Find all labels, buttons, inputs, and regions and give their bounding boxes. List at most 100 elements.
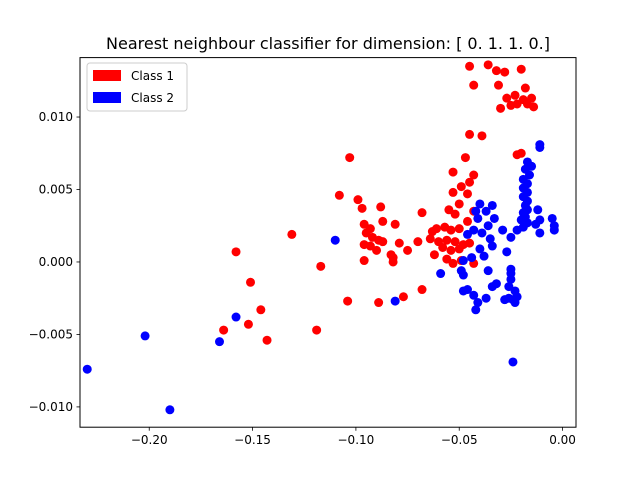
data-point-class-1 [394, 238, 404, 248]
data-point-class-2 [165, 405, 175, 415]
data-point-class-1 [231, 247, 241, 257]
data-point-class-1 [357, 203, 367, 213]
data-point-class-2 [498, 225, 508, 235]
legend: Class 1 Class 2 [86, 62, 188, 112]
data-point-class-1 [450, 237, 460, 247]
data-point-class-1 [246, 277, 255, 287]
x-tick-label: −0.20 [131, 433, 168, 447]
data-point-class-1 [456, 182, 466, 192]
data-point-class-1 [469, 80, 479, 90]
data-point-class-2 [215, 337, 224, 347]
data-point-class-1 [502, 93, 512, 103]
data-point-class-2 [458, 270, 468, 280]
data-point-class-1 [316, 261, 326, 271]
data-point-class-2 [502, 247, 512, 257]
data-point-class-2 [82, 364, 92, 374]
data-point-class-1 [500, 67, 510, 77]
data-point-class-1 [390, 219, 400, 229]
data-point-class-1 [512, 99, 522, 109]
y-tick-label: 0.000 [39, 255, 73, 269]
data-point-class-2 [481, 206, 491, 216]
data-point-class-1 [454, 224, 464, 234]
data-point-class-1 [446, 245, 456, 255]
data-point-class-1 [359, 256, 369, 266]
y-tick-label: −0.010 [29, 400, 73, 414]
data-point-class-1 [243, 319, 253, 329]
data-point-class-1 [376, 202, 386, 212]
data-point-class-2 [533, 205, 543, 215]
data-point-class-1 [465, 177, 475, 187]
x-tick-label: 0.00 [549, 433, 576, 447]
data-point-class-1 [446, 225, 456, 235]
data-point-class-1 [454, 199, 464, 209]
data-point-class-1 [454, 244, 464, 254]
data-point-class-2 [510, 286, 520, 296]
data-point-class-2 [483, 221, 493, 231]
data-point-class-2 [535, 142, 545, 152]
data-point-class-2 [547, 213, 557, 223]
data-point-class-1 [287, 229, 297, 239]
data-point-class-1 [219, 325, 229, 335]
data-point-class-1 [378, 237, 388, 247]
data-point-class-1 [469, 170, 479, 180]
data-point-class-1 [448, 167, 458, 177]
legend-label-class-2: Class 2 [131, 91, 174, 105]
data-point-class-2 [471, 305, 481, 315]
data-point-class-2 [483, 266, 493, 276]
data-point-class-1 [262, 335, 272, 345]
data-point-class-1 [463, 216, 472, 226]
data-point-class-1 [529, 102, 539, 112]
legend-swatch-class-2 [93, 92, 121, 103]
data-point-class-2 [231, 312, 241, 322]
data-point-class-1 [334, 190, 344, 200]
data-point-class-1 [398, 292, 408, 302]
data-point-class-1 [465, 238, 475, 248]
data-point-class-1 [345, 153, 355, 163]
data-point-class-2 [473, 213, 483, 223]
data-point-class-1 [483, 60, 493, 70]
y-tick-label: 0.005 [39, 183, 73, 197]
data-point-class-2 [477, 228, 487, 238]
data-point-class-1 [491, 66, 501, 76]
data-point-class-2 [469, 290, 479, 300]
data-point-class-2 [489, 213, 499, 223]
data-point-class-2 [475, 244, 485, 254]
data-point-class-2 [390, 296, 400, 306]
data-point-class-1 [463, 189, 472, 199]
x-tick-label: −0.15 [234, 433, 271, 447]
data-point-class-1 [425, 234, 435, 244]
data-point-class-1 [442, 235, 452, 245]
chart-title: Nearest neighbour classifier for dimensi… [106, 34, 550, 53]
data-point-class-2 [436, 269, 446, 279]
series-class-2 [82, 140, 559, 415]
y-axis: −0.010 −0.005 0.000 0.005 0.010 [29, 110, 80, 414]
data-point-class-2 [508, 357, 518, 367]
data-point-class-2 [487, 200, 497, 210]
data-point-class-1 [417, 285, 427, 295]
data-point-class-1 [516, 64, 526, 74]
data-point-class-1 [448, 187, 458, 197]
data-point-class-1 [378, 216, 388, 226]
data-point-class-2 [458, 256, 468, 266]
data-point-class-2 [512, 225, 522, 235]
data-point-class-2 [531, 219, 541, 229]
data-point-class-1 [343, 296, 353, 306]
data-point-class-1 [496, 103, 506, 113]
data-point-class-2 [479, 251, 489, 261]
x-axis: −0.20 −0.15 −0.10 −0.05 0.00 [131, 427, 576, 447]
data-point-class-1 [432, 224, 441, 234]
data-point-class-2 [463, 229, 472, 239]
data-point-class-1 [494, 80, 503, 90]
data-point-class-2 [485, 234, 495, 244]
data-point-class-2 [140, 331, 150, 341]
data-point-class-2 [549, 225, 559, 235]
data-point-class-1 [438, 242, 448, 252]
y-tick-label: 0.010 [39, 110, 73, 124]
data-point-class-1 [413, 237, 423, 247]
data-point-class-1 [429, 250, 439, 260]
data-point-class-1 [460, 153, 470, 163]
x-tick-label: −0.05 [441, 433, 478, 447]
data-point-class-2 [475, 199, 485, 209]
data-point-class-2 [467, 253, 477, 263]
